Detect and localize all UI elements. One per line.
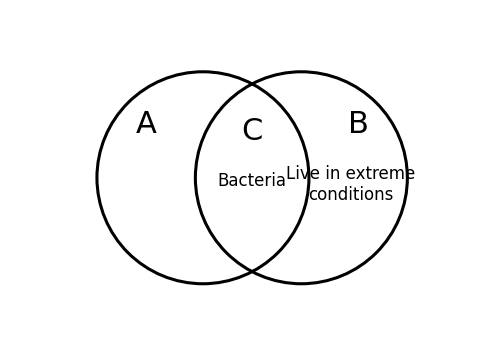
Text: B: B [348,109,369,138]
Text: Live in extreme
conditions: Live in extreme conditions [286,165,415,204]
Text: Bacteria: Bacteria [217,172,287,190]
Text: C: C [242,117,263,146]
Text: A: A [136,109,156,138]
